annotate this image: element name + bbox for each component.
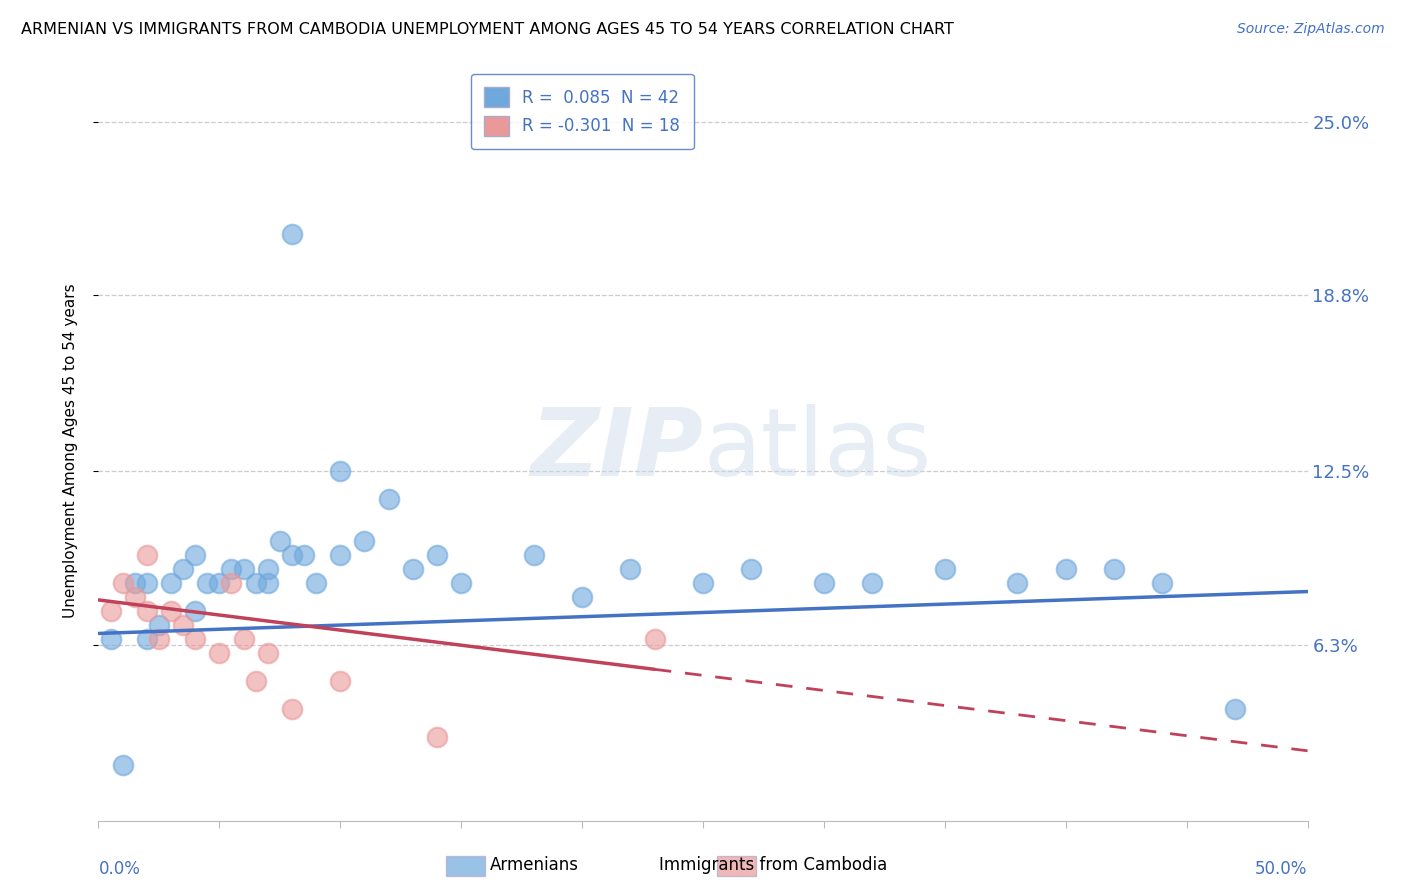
Point (195, 576, 218, 591)
Text: ZIP: ZIP (530, 404, 703, 497)
Text: Armenians: Armenians (489, 856, 579, 874)
Point (135, 548, 157, 562)
Point (172, 618, 194, 632)
Point (184, 548, 207, 562)
Point (305, 576, 328, 591)
Point (245, 673, 267, 688)
Point (934, 562, 956, 576)
Point (232, 562, 254, 576)
Point (124, 576, 146, 591)
Point (1054, 562, 1077, 576)
Point (184, 632, 207, 646)
Point (148, 618, 170, 632)
Point (172, 562, 194, 576)
Point (281, 702, 304, 716)
Text: ARMENIAN VS IMMIGRANTS FROM CAMBODIA UNEMPLOYMENT AMONG AGES 45 TO 54 YEARS CORR: ARMENIAN VS IMMIGRANTS FROM CAMBODIA UNE… (21, 22, 953, 37)
Point (184, 604, 207, 618)
Point (148, 632, 170, 646)
Point (281, 227, 304, 241)
Y-axis label: Unemployment Among Ages 45 to 54 years: Unemployment Among Ages 45 to 54 years (63, 283, 77, 618)
Text: atlas: atlas (703, 404, 931, 497)
Point (1223, 702, 1246, 716)
Point (329, 464, 352, 478)
Point (644, 632, 666, 646)
Point (353, 534, 375, 549)
Point (692, 576, 714, 591)
Point (160, 576, 183, 591)
Point (221, 562, 243, 576)
Point (100, 632, 122, 646)
Point (256, 562, 278, 576)
Text: Immigrants from Cambodia: Immigrants from Cambodia (659, 856, 887, 874)
Legend: R =  0.085  N = 42, R = -0.301  N = 18: R = 0.085 N = 42, R = -0.301 N = 18 (471, 74, 693, 150)
Point (256, 646, 278, 660)
Point (1007, 576, 1029, 591)
Point (232, 632, 254, 646)
Point (135, 576, 157, 591)
Text: Source: ZipAtlas.com: Source: ZipAtlas.com (1237, 22, 1385, 37)
Point (329, 548, 352, 562)
Point (571, 590, 593, 604)
Point (619, 562, 641, 576)
Point (292, 548, 315, 562)
Point (124, 590, 146, 604)
Point (860, 576, 883, 591)
Point (426, 548, 449, 562)
Point (426, 730, 449, 744)
Point (100, 604, 122, 618)
Point (208, 576, 231, 591)
Point (135, 632, 157, 646)
Point (208, 646, 231, 660)
Point (377, 492, 399, 507)
Point (1102, 562, 1125, 576)
Point (813, 576, 835, 591)
Point (281, 548, 304, 562)
Point (160, 604, 183, 618)
Point (402, 562, 425, 576)
Point (740, 562, 762, 576)
Point (450, 576, 472, 591)
Text: 50.0%: 50.0% (1256, 860, 1308, 878)
Point (221, 576, 243, 591)
Text: 0.0%: 0.0% (98, 860, 141, 878)
Point (245, 576, 267, 591)
Point (329, 673, 352, 688)
Point (111, 757, 134, 772)
Point (523, 548, 546, 562)
Point (135, 604, 157, 618)
Point (269, 534, 291, 549)
Point (256, 576, 278, 591)
Point (111, 576, 134, 591)
Point (1152, 576, 1174, 591)
